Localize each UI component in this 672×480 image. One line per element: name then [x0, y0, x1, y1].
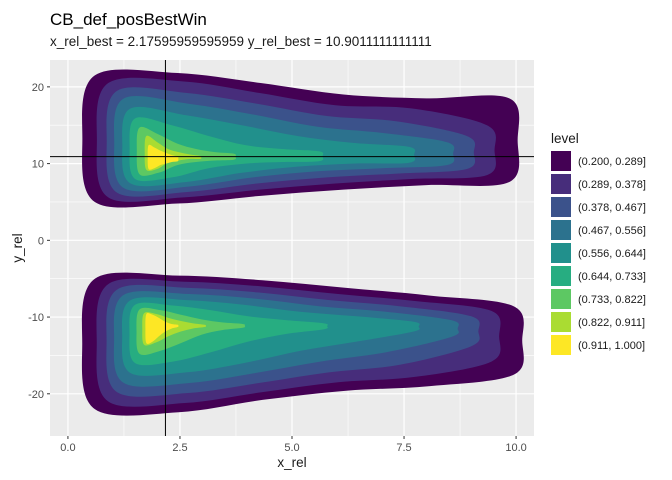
x-tick-label: 10.0: [505, 442, 526, 454]
legend-swatch: [551, 220, 571, 240]
x-tick-label: 7.5: [396, 442, 411, 454]
x-tick-label: 2.5: [172, 442, 187, 454]
y-axis-title: y_rel: [10, 233, 25, 262]
legend-label: (0.911, 1.000]: [578, 340, 645, 352]
legend-swatch: [551, 151, 571, 171]
axis-ticks: 0.0 2.5 5.0 7.5 10.0 -20 -10 0 10 20: [28, 82, 527, 454]
x-tick-label: 5.0: [284, 442, 299, 454]
legend-label: (0.467, 0.556]: [578, 225, 646, 237]
legend-title: level: [551, 131, 579, 146]
best-position-crosshair: [50, 60, 534, 436]
x-tick-label: 0.0: [60, 442, 75, 454]
legend-swatch: [551, 289, 571, 309]
legend-label: (0.378, 0.467]: [578, 202, 646, 214]
y-tick-label: -20: [28, 389, 44, 401]
legend-swatch: [551, 243, 571, 263]
legend-swatch: [551, 174, 571, 194]
legend: level (0.200, 0.289] (0.289, 0.378] (0.378…: [551, 131, 646, 355]
legend-label: (0.733, 0.822]: [578, 294, 646, 306]
x-axis-title: x_rel: [277, 455, 306, 470]
legend-label: (0.289, 0.378]: [578, 179, 646, 191]
legend-swatch: [551, 312, 571, 332]
legend-label: (0.822, 0.911]: [578, 317, 645, 329]
y-tick-label: 10: [32, 159, 44, 171]
y-tick-label: -10: [28, 312, 44, 324]
y-tick-label: 0: [38, 235, 44, 247]
legend-items: (0.200, 0.289] (0.289, 0.378] (0.378, 0.46…: [551, 151, 646, 355]
contour-band-upper-level-6: [129, 117, 324, 182]
density-contours: [81, 69, 524, 416]
chart-title: CB_def_posBestWin: [50, 10, 207, 29]
legend-swatch: [551, 197, 571, 217]
chart-subtitle: x_rel_best = 2.17595959595959 y_rel_best…: [50, 34, 432, 49]
legend-label: (0.556, 0.644]: [578, 248, 646, 260]
contour-band-upper-level-9: [147, 144, 179, 170]
y-tick-label: 20: [32, 82, 44, 94]
contour-band-lower-level-9: [145, 313, 179, 345]
legend-label: (0.200, 0.289]: [578, 156, 646, 168]
legend-label: (0.644, 0.733]: [578, 271, 646, 283]
legend-swatch: [551, 266, 571, 286]
legend-swatch: [551, 335, 571, 355]
